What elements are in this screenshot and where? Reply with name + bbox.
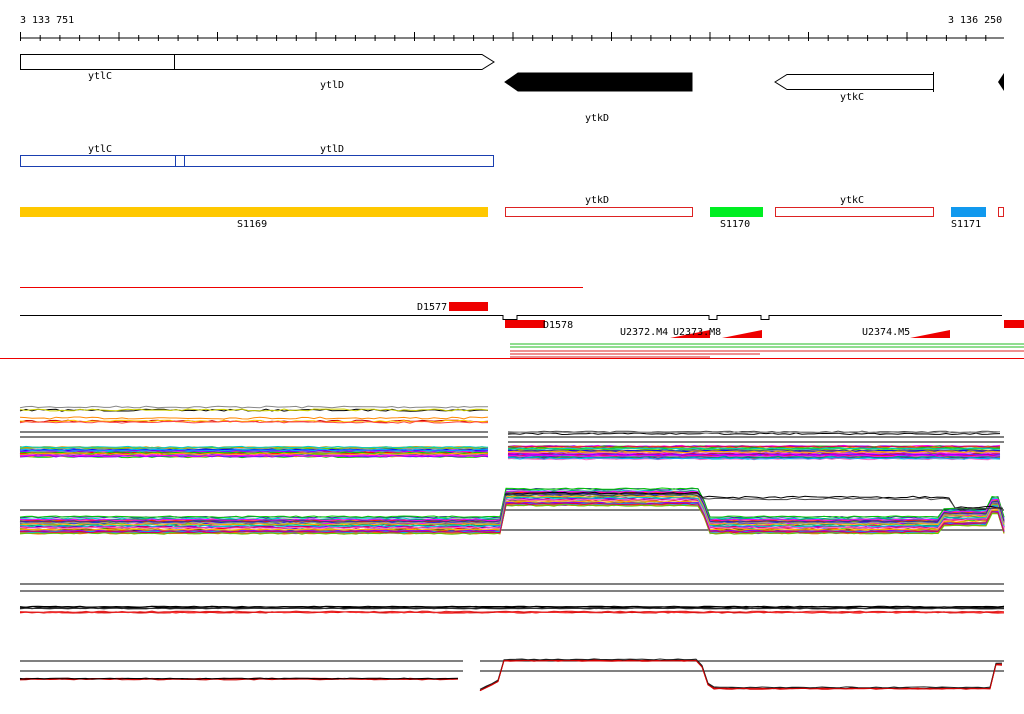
gene-arrow-ytkC[interactable] [774,74,934,90]
expression-profile-line [504,491,1004,509]
feature-label-U2373.M8: U2373.M8 [673,327,721,338]
segment-ytkC[interactable] [775,207,934,217]
cds-label-ytlD: ytlD [320,144,344,155]
expression-profile-line [507,431,1001,434]
gene-track: ytlC ytlD ytkD ytkC [20,54,1004,124]
expression-profile-line [20,501,1005,533]
segment-offscreen[interactable] [998,207,1004,217]
segment-S1169[interactable] [20,207,488,217]
expression-profile-line [479,659,1003,692]
feature-label-U2372.M4: U2372.M4 [620,327,668,338]
expression-profile-line [19,420,489,424]
expression-track-2 [19,487,1005,535]
expression-profile-line [19,451,489,455]
ruler-ticks [20,32,987,41]
expression-profile-line [507,457,1001,460]
feature-label-D1578: D1578 [543,320,573,331]
expression-profile-line [19,495,1005,526]
segment-S1171[interactable] [951,207,986,217]
expression-profile-line [507,454,1001,458]
expression-profile-line [19,445,489,449]
expression-profile-line [19,607,1004,610]
expression-profile-line [19,416,489,420]
transcript-baseline [20,315,1002,320]
segment-label-S1170: S1170 [720,219,750,230]
gene-arrow-offscreen[interactable] [998,73,1004,91]
feature-U2373-M8[interactable] [722,330,762,338]
cds-track: ytlC ytlD [20,144,494,167]
feature-U2374-M5[interactable] [910,330,950,338]
segment-S1170[interactable] [710,207,763,217]
expression-profile-line [19,408,489,412]
expression-track-1 [19,405,1004,461]
segment-track: S1169 ytkD S1170 ytkC S1171 [20,195,1004,230]
ruler-start-label: 3 133 751 [20,15,74,26]
segment-label-S1169: S1169 [237,219,267,230]
expression-profile-line [507,432,1001,436]
expression-profile-line [479,658,1003,690]
expression-profile-line [19,611,1005,614]
expression-profile-line [19,490,1005,522]
expression-profile-line [507,430,1001,434]
expression-track-3 [19,583,1005,614]
expression-profile-line [507,451,1001,454]
gene-label-ytkC: ytkC [840,92,864,103]
expression-track-4 [19,658,1004,692]
expression-profile-line [19,454,489,458]
feature-label-U2374.M5: U2374.M5 [862,327,910,338]
expression-profile-line [19,487,1005,518]
expression-profile-line [479,659,1003,692]
expression-profile-line [20,452,489,456]
feature-label-D1577: D1577 [417,302,447,313]
feature-track: D1577 D1578 U2372.M4 U2373.M8 U2374.M5 [0,287,1024,359]
expression-profile-line [19,605,1005,608]
expression-profile-line [504,493,1004,511]
gene-label-ytkD: ytkD [585,113,609,124]
expression-profile-line [507,447,1001,450]
expression-profile-line [19,498,1005,530]
cds-box-ytlC[interactable] [20,155,185,167]
segment-label-ytkC: ytkC [840,195,864,206]
expression-profile-line [19,454,489,457]
segment-ytkD[interactable] [505,207,693,217]
gene-label-ytlD: ytlD [320,80,344,91]
segment-label-ytkD: ytkD [585,195,609,206]
expression-profile-line [19,448,489,452]
expression-profile-line [20,610,1005,613]
segment-label-S1171: S1171 [951,219,981,230]
feature-offscreen[interactable] [1004,320,1024,328]
expression-profile-line [19,500,1005,531]
expression-profile-line [507,453,1001,456]
ruler-end-label: 3 136 250 [948,15,1002,26]
expression-profile-line [479,659,1003,691]
expression-profile-line [19,496,1005,528]
cds-label-ytlC: ytlC [88,144,112,155]
expression-profile-line [19,405,489,409]
gene-arrow-ytlC[interactable] [20,54,186,70]
expression-profile-line [19,504,1005,535]
gene-arrow-ytlD[interactable] [174,54,495,70]
feature-D1578[interactable] [505,320,545,328]
gene-label-ytlC: ytlC [88,71,112,82]
feature-D1577[interactable] [449,302,488,311]
feature-U2372-M4[interactable] [670,330,710,338]
coordinate-ruler: 3 133 751 3 136 250 [20,15,1004,41]
expression-profile-line [20,502,1005,534]
expression-profile-line [20,677,459,680]
expression-profile-line [507,450,1001,454]
cds-box-ytlD[interactable] [175,155,494,167]
gene-arrow-ytkD[interactable] [504,72,693,92]
